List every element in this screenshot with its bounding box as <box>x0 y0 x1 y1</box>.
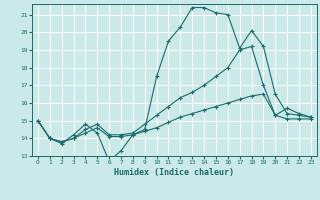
X-axis label: Humidex (Indice chaleur): Humidex (Indice chaleur) <box>115 168 234 177</box>
